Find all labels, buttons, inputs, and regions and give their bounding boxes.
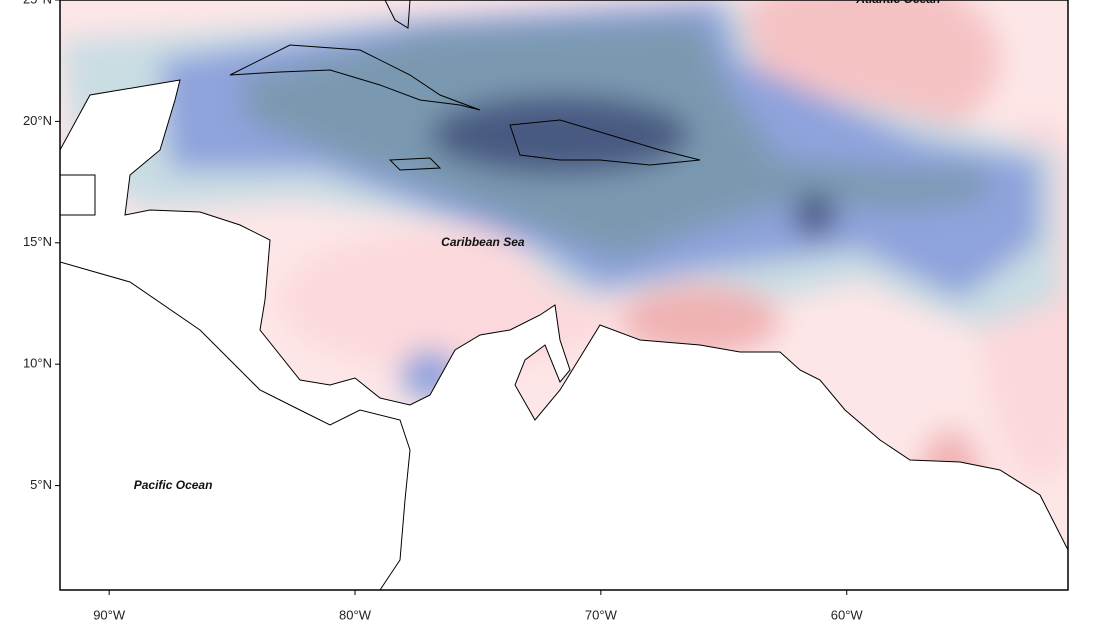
border (60, 174, 96, 216)
x-tick-label: 60°W (831, 607, 864, 622)
y-tick-label: 25°N (23, 0, 52, 6)
x-tick-label: 70°W (585, 607, 618, 622)
ocean-label: Atlantic Ocean (855, 0, 940, 6)
jamaica (388, 157, 442, 171)
y-tick-label: 15°N (23, 234, 52, 249)
coastline (60, 79, 1068, 551)
y-tick-label: 5°N (30, 477, 52, 492)
land (60, 80, 1068, 590)
x-tick-label: 80°W (339, 607, 372, 622)
hispaniola (509, 119, 701, 166)
florida (384, 0, 411, 29)
x-tick-label: 90°W (93, 607, 126, 622)
anomaly-field (60, 0, 1068, 590)
y-tick-label: 10°N (23, 356, 52, 371)
cuba (229, 44, 481, 111)
ocean-label: Caribbean Sea (441, 235, 525, 249)
ocean-label: Pacific Ocean (134, 478, 213, 492)
pacific-coast (60, 261, 411, 590)
y-tick-label: 20°N (23, 113, 52, 128)
frame (59, 0, 1069, 591)
